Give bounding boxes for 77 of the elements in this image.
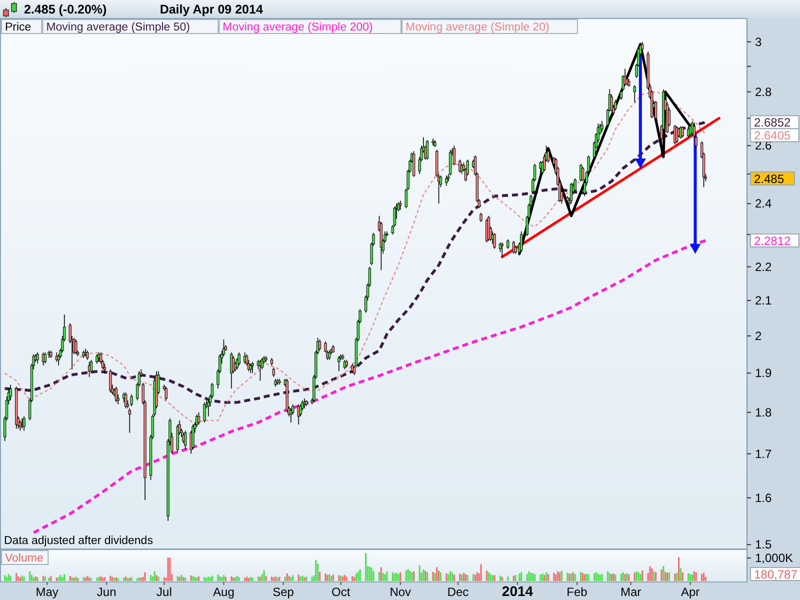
text: Moving average (Simple 20) (406, 22, 550, 34)
candlestick (74, 339, 78, 355)
candlestick (184, 430, 187, 450)
candlestick (203, 402, 206, 423)
y-tick-label: 1,000K (755, 551, 794, 566)
x-tick-label: Jul (156, 585, 172, 599)
text: Moving average (Simple 200) (222, 22, 374, 34)
x-tick-label: Jun (96, 585, 116, 599)
candlestick (493, 232, 496, 250)
y-tick-label: 1.8 (755, 405, 772, 420)
candlestick (96, 354, 98, 364)
candlestick (238, 352, 240, 366)
candlestick (86, 350, 89, 360)
candlestick (581, 166, 584, 182)
candlestick (681, 126, 684, 138)
candlestick (130, 394, 133, 407)
y-tick-label: 2.4 (755, 196, 772, 211)
candlestick (426, 140, 429, 160)
y-tick-label: 2.1 (755, 294, 772, 308)
candlestick (164, 386, 168, 401)
x-tick-label: Aug (213, 585, 234, 599)
chart-subtitle: Daily Apr 09 2014 (160, 2, 263, 16)
y-tick-label: 2 (755, 328, 762, 343)
candlestick (232, 356, 235, 374)
chart-title: 2.485 (-0.20%) (24, 2, 107, 16)
candlestick (197, 412, 200, 425)
text: 2.2812 (754, 234, 792, 248)
x-tick-label: 2014 (502, 583, 534, 599)
candlestick (432, 138, 434, 146)
annotation: Data adjusted after dividends (4, 535, 154, 547)
candlestick (176, 424, 179, 452)
candlestick (249, 363, 252, 374)
x-tick-label: Sep (272, 585, 294, 599)
candlestick (103, 363, 106, 374)
candlestick (251, 361, 254, 374)
candlestick (128, 408, 131, 434)
x-tick-label: Apr (680, 585, 700, 599)
text: 2.485 (754, 172, 784, 186)
y-tick-label: 1.9 (755, 366, 772, 380)
candlestick (338, 356, 340, 372)
text: 180,787 (754, 568, 798, 582)
text: 2.6405 (754, 128, 792, 143)
line-series (32, 239, 708, 534)
y-tick-label: 1.5 (755, 538, 772, 552)
x-tick-label: Dec (447, 585, 469, 599)
candlestick (192, 424, 194, 450)
candlestick (290, 408, 292, 423)
candlestick (633, 84, 636, 103)
candlestick (506, 238, 510, 250)
candlestick (500, 242, 504, 258)
text: 2.6852 (754, 116, 792, 130)
candlestick (480, 212, 482, 222)
candlestick (412, 150, 416, 178)
text: Moving average (Simple 50) (46, 22, 190, 34)
y-tick-label: 2.8 (755, 84, 772, 99)
candlestick (600, 120, 604, 132)
candlestick (90, 359, 93, 374)
candlestick (399, 200, 402, 210)
y-tick-label: 1.7 (755, 446, 772, 461)
candlestick (44, 352, 47, 364)
y-tick-label: 2.2 (755, 260, 772, 274)
candlestick (9, 384, 12, 401)
x-tick-label: Oct (332, 585, 351, 599)
x-tick-label: Mar (620, 585, 642, 599)
x-tick-label: Nov (390, 585, 412, 599)
candlestick (445, 175, 448, 186)
y-tick-label: 1.6 (755, 490, 772, 505)
series-label: Volume (5, 552, 44, 564)
candlestick (676, 126, 678, 144)
candlestick (272, 367, 276, 378)
x-tick-label: Feb (566, 585, 588, 599)
text: Price (5, 22, 32, 34)
candlestick (22, 416, 26, 432)
y-tick-label: 3 (755, 34, 762, 49)
candlestick (109, 368, 112, 393)
x-tick-label: May (36, 585, 58, 599)
candlestick (318, 339, 322, 351)
